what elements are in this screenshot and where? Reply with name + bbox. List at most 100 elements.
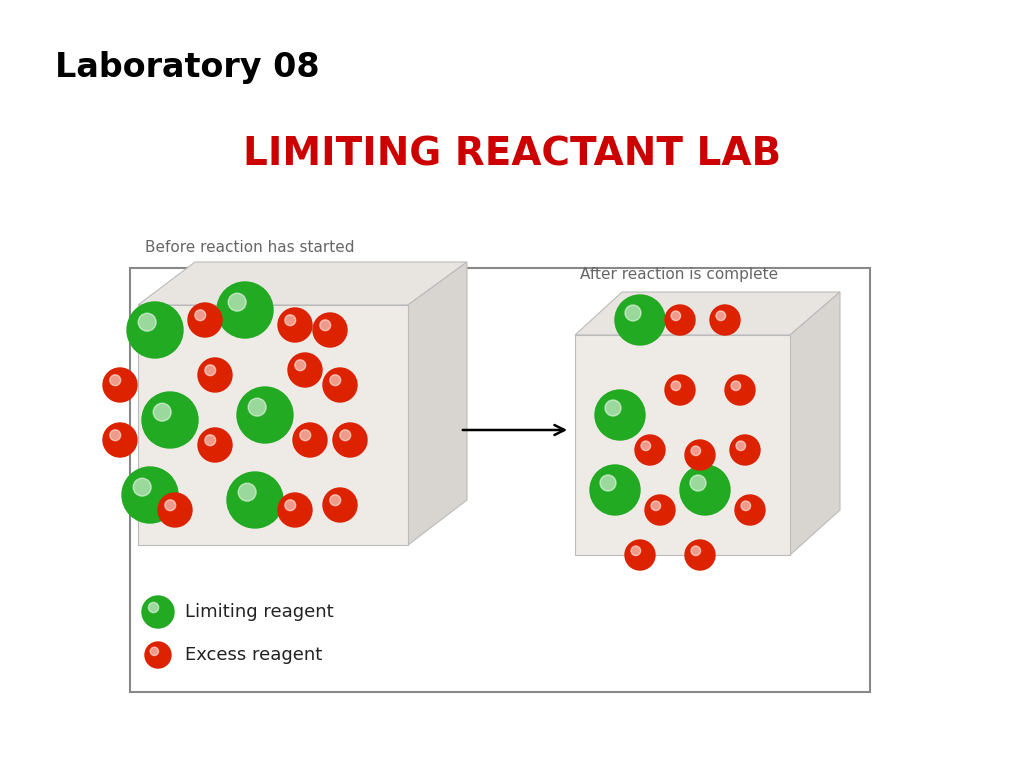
Text: Excess reagent: Excess reagent	[185, 646, 323, 664]
Circle shape	[646, 496, 674, 524]
Circle shape	[217, 282, 273, 338]
Circle shape	[148, 602, 159, 613]
Circle shape	[627, 541, 653, 569]
Circle shape	[735, 495, 765, 525]
Circle shape	[736, 496, 764, 524]
Circle shape	[691, 446, 700, 455]
Circle shape	[127, 302, 183, 358]
Circle shape	[726, 376, 754, 404]
Circle shape	[685, 440, 715, 470]
Circle shape	[145, 642, 171, 668]
Circle shape	[333, 423, 367, 457]
Circle shape	[103, 368, 137, 402]
Circle shape	[651, 501, 660, 511]
Circle shape	[188, 303, 222, 337]
Circle shape	[645, 495, 675, 525]
Circle shape	[641, 441, 650, 451]
Circle shape	[665, 305, 695, 335]
Circle shape	[665, 305, 695, 335]
Circle shape	[725, 375, 755, 405]
Circle shape	[730, 435, 760, 465]
Circle shape	[144, 394, 196, 445]
Circle shape	[682, 467, 728, 513]
Circle shape	[313, 313, 347, 347]
Circle shape	[335, 425, 366, 455]
Circle shape	[200, 429, 230, 461]
Circle shape	[295, 359, 306, 371]
Circle shape	[665, 375, 695, 405]
Circle shape	[736, 441, 745, 451]
Circle shape	[165, 500, 176, 511]
Circle shape	[248, 398, 266, 416]
Circle shape	[158, 493, 193, 527]
Circle shape	[300, 430, 310, 441]
Circle shape	[122, 467, 178, 523]
Circle shape	[219, 284, 270, 336]
Circle shape	[710, 305, 740, 335]
Circle shape	[330, 375, 341, 386]
Circle shape	[138, 313, 156, 331]
Circle shape	[710, 305, 740, 335]
Circle shape	[691, 546, 700, 555]
Circle shape	[160, 495, 190, 525]
Circle shape	[293, 423, 327, 457]
Circle shape	[330, 495, 341, 505]
Polygon shape	[790, 292, 840, 555]
Circle shape	[595, 390, 645, 440]
Circle shape	[625, 540, 655, 570]
Circle shape	[285, 315, 296, 326]
Circle shape	[142, 596, 174, 628]
Circle shape	[333, 423, 367, 457]
Circle shape	[198, 428, 232, 462]
Circle shape	[188, 303, 222, 337]
Circle shape	[712, 306, 738, 334]
Bar	[130, 268, 870, 692]
Circle shape	[278, 308, 312, 342]
Circle shape	[146, 643, 170, 667]
Circle shape	[217, 282, 273, 338]
Circle shape	[605, 400, 621, 416]
Circle shape	[278, 493, 312, 527]
Circle shape	[731, 381, 740, 391]
Circle shape	[205, 365, 216, 376]
Circle shape	[615, 295, 665, 345]
Polygon shape	[408, 262, 467, 545]
Circle shape	[735, 495, 765, 525]
Circle shape	[145, 642, 171, 668]
Circle shape	[154, 403, 171, 421]
Circle shape	[278, 308, 312, 342]
Circle shape	[142, 392, 198, 448]
Circle shape	[730, 435, 760, 465]
Circle shape	[631, 546, 641, 555]
Circle shape	[325, 369, 355, 401]
Circle shape	[671, 311, 681, 320]
Circle shape	[686, 441, 714, 468]
Circle shape	[314, 314, 346, 346]
Circle shape	[716, 311, 726, 320]
Circle shape	[198, 428, 232, 462]
Circle shape	[680, 465, 730, 515]
Circle shape	[323, 368, 357, 402]
Circle shape	[127, 302, 183, 358]
Circle shape	[151, 647, 159, 656]
Circle shape	[189, 304, 220, 336]
Circle shape	[319, 319, 331, 331]
Circle shape	[313, 313, 347, 347]
Circle shape	[103, 368, 137, 402]
Polygon shape	[575, 335, 790, 555]
Text: LIMITING REACTANT LAB: LIMITING REACTANT LAB	[243, 136, 781, 174]
Circle shape	[615, 295, 665, 345]
Circle shape	[741, 501, 751, 511]
Circle shape	[293, 423, 327, 457]
Circle shape	[240, 389, 291, 441]
Circle shape	[680, 465, 730, 515]
Circle shape	[143, 598, 173, 627]
Circle shape	[323, 488, 357, 522]
Circle shape	[294, 425, 326, 455]
Circle shape	[625, 305, 641, 321]
Circle shape	[636, 436, 664, 464]
Circle shape	[198, 358, 232, 392]
Circle shape	[617, 297, 663, 343]
Circle shape	[597, 392, 643, 438]
Text: Before reaction has started: Before reaction has started	[145, 240, 354, 255]
